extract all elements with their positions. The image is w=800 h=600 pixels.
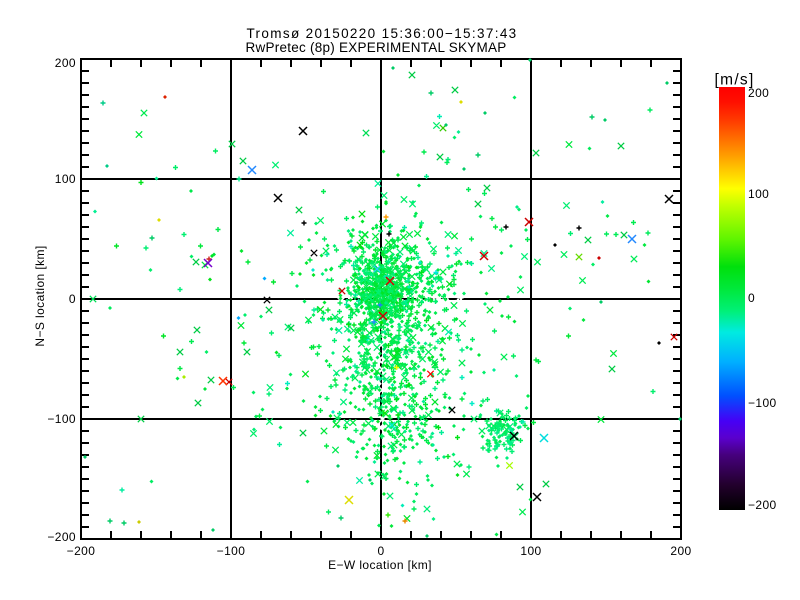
svg-text:100: 100 <box>520 544 541 558</box>
svg-text:N−S location [km]: N−S location [km] <box>33 245 47 346</box>
svg-text:E−W location [km]: E−W location [km] <box>328 558 432 572</box>
svg-text:−200: −200 <box>748 498 777 512</box>
svg-text:−100: −100 <box>47 412 76 426</box>
svg-text:200: 200 <box>748 86 769 100</box>
svg-text:−200: −200 <box>67 544 96 558</box>
svg-text:100: 100 <box>55 172 76 186</box>
svg-text:RwPretec (8p) EXPERIMENTAL SKY: RwPretec (8p) EXPERIMENTAL SKYMAP <box>245 40 506 55</box>
svg-text:0: 0 <box>748 291 755 305</box>
svg-text:−200: −200 <box>47 530 76 544</box>
svg-text:100: 100 <box>748 187 769 201</box>
svg-text:0: 0 <box>377 544 384 558</box>
svg-text:Tromsø 20150220 15:36:00−15:37: Tromsø 20150220 15:36:00−15:37:43 <box>246 26 517 41</box>
svg-text:0: 0 <box>69 292 76 306</box>
svg-text:200: 200 <box>55 56 76 70</box>
svg-text:−100: −100 <box>217 544 246 558</box>
svg-text:200: 200 <box>670 544 691 558</box>
svg-text:[m/s]: [m/s] <box>715 72 755 89</box>
svg-text:−100: −100 <box>748 396 777 410</box>
